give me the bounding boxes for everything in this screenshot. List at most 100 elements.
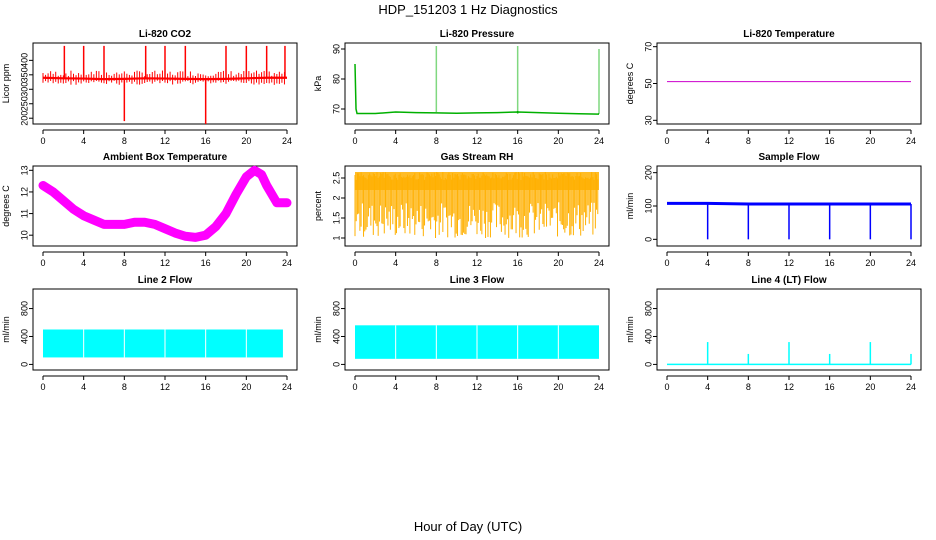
line-4-lt-flow-title: Line 4 (LT) Flow [751,275,827,286]
li-820-co2-ytick-label: 300 [19,82,29,97]
panel-sample-flow: Sample Flow ml/min 0 4 8 12 16 20 24 0 100 200 [625,152,922,268]
li-820-temperature-ytick-label: 30 [643,115,653,125]
li-820-temperature-frame [656,42,922,125]
line-4-lt-flow-ylabel: ml/min [625,316,635,343]
li-820-temperature-xtick-label: 24 [906,136,916,146]
line-4-lt-flow-xtick-label: 20 [865,382,875,392]
line-2-flow-ytick-label: 0 [19,362,29,367]
gas-stream-rh-ytick-label: 2.5 [331,172,341,185]
gas-stream-rh-xtick-label: 12 [472,258,482,268]
line-3-flow-frame [344,288,610,371]
panel-li-820-temperature: Li-820 Temperature degrees C 0 4 8 12 16 20 24 30… [625,29,922,146]
line-2-flow-title: Line 2 Flow [138,275,193,286]
sample-flow-title: Sample Flow [758,152,819,163]
li-820-co2-ytick-label: 200 [19,111,29,126]
line-3-flow-ytick-label: 400 [331,329,341,344]
line-2-flow-xtick-label: 16 [201,382,211,392]
ambient-box-temperature-xtick-label: 12 [160,258,170,268]
sample-flow-xtick-label: 12 [784,258,794,268]
sample-flow-ytick-label: 200 [643,165,653,180]
panel-line-4-lt-flow: Line 4 (LT) Flow ml/min 0 4 8 12 16 20 24 0 400 800 [625,275,922,392]
li-820-co2-ylabel: Licor ppm [1,64,11,104]
li-820-temperature-xtick-label: 20 [865,136,875,146]
line-3-flow-xtick-label: 16 [513,382,523,392]
ambient-box-temperature-xtick-label: 24 [282,258,292,268]
sample-flow-xtick-label: 0 [664,258,669,268]
line-4-lt-flow-ytick-label: 800 [643,301,653,316]
ambient-box-temperature-xtick-label: 20 [241,258,251,268]
li-820-temperature-title: Li-820 Temperature [743,29,835,40]
ambient-box-temperature-title: Ambient Box Temperature [103,152,228,163]
line-2-flow-xtick-label: 24 [282,382,292,392]
li-820-pressure-xtick-label: 8 [434,136,439,146]
li-820-pressure-frame [344,42,610,125]
line-3-flow-xtick-label: 24 [594,382,604,392]
ambient-box-temperature-xtick-label: 8 [122,258,127,268]
line-4-lt-flow-xtick-label: 16 [825,382,835,392]
ambient-box-temperature-ytick-label: 12 [19,187,29,197]
gas-stream-rh-ytick-label: 2 [331,195,341,200]
li-820-temperature-ytick-label: 70 [643,42,653,52]
line-2-flow-frame [32,288,298,371]
li-820-pressure-xtick-label: 0 [352,136,357,146]
ambient-box-temperature-ylabel: degrees C [1,185,11,227]
figure-xlabel: Hour of Day (UTC) [413,519,523,534]
li-820-co2-ytick-label: 400 [19,53,29,68]
ambient-box-temperature-ytick-label: 13 [19,165,29,175]
line-3-flow-ylabel: ml/min [313,316,323,343]
gas-stream-rh-xtick-label: 4 [393,258,398,268]
sample-flow-xtick-label: 8 [746,258,751,268]
line-3-flow-xtick-label: 0 [352,382,357,392]
ambient-box-temperature-xtick-label: 16 [201,258,211,268]
sample-flow-xtick-label: 24 [906,258,916,268]
panel-line-2-flow: Line 2 Flow ml/min 0 4 8 12 16 20 24 0 400 800 [1,275,298,392]
line-2-flow-xtick-label: 20 [241,382,251,392]
panel-gas-stream-rh: Gas Stream RH percent 0 4 8 12 16 20 24 1 1.5 2 2.5 [313,152,610,268]
li-820-pressure-xtick-label: 4 [393,136,398,146]
line-3-flow-xtick-label: 20 [553,382,563,392]
gas-stream-rh-ytick-label: 1 [331,235,341,240]
li-820-pressure-xtick-label: 12 [472,136,482,146]
gas-stream-rh-xtick-label: 20 [553,258,563,268]
line-4-lt-flow-ytick-label: 0 [643,362,653,367]
li-820-co2-title: Li-820 CO2 [139,29,192,40]
ambient-box-temperature-frame [32,165,298,247]
line-2-flow-ytick-label: 400 [19,329,29,344]
line-4-lt-flow-xtick-label: 8 [746,382,751,392]
line-3-flow-xtick-label: 4 [393,382,398,392]
line-4-lt-flow-ytick-label: 400 [643,329,653,344]
line-3-flow-ytick-label: 800 [331,301,341,316]
li-820-co2-ytick-label: 350 [19,67,29,82]
panel-line-3-flow: Line 3 Flow ml/min 0 4 8 12 16 20 24 0 400 800 [313,275,610,392]
line-2-flow-xtick-label: 4 [81,382,86,392]
li-820-temperature-ylabel: degrees C [625,62,635,104]
li-820-pressure-xtick-label: 24 [594,136,604,146]
li-820-co2-xtick-label: 8 [122,136,127,146]
ambient-box-temperature-ytick-label: 11 [19,209,29,218]
panel-li-820-pressure: Li-820 Pressure kPa 0 4 8 12 16 20 24 70 80 90 [313,29,610,146]
sample-flow-xtick-label: 4 [705,258,710,268]
line-2-flow-xtick-label: 12 [160,382,170,392]
ambient-box-temperature-xtick-label: 0 [40,258,45,268]
gas-stream-rh-ylabel: percent [313,190,323,221]
line-4-lt-flow-xtick-label: 12 [784,382,794,392]
li-820-pressure-title: Li-820 Pressure [440,29,515,40]
li-820-pressure-series-line [354,63,600,115]
line-3-flow-xtick-label: 12 [472,382,482,392]
gas-stream-rh-xtick-label: 0 [352,258,357,268]
li-820-co2-xtick-label: 24 [282,136,292,146]
li-820-co2-xtick-label: 0 [40,136,45,146]
sample-flow-series-line [667,201,911,206]
ambient-box-temperature-xtick-label: 4 [81,258,86,268]
li-820-co2-xtick-label: 16 [201,136,211,146]
li-820-temperature-xtick-label: 4 [705,136,710,146]
line-2-flow-band [43,329,283,358]
li-820-temperature-xtick-label: 12 [784,136,794,146]
line-2-flow-ytick-label: 800 [19,301,29,316]
sample-flow-xtick-label: 16 [825,258,835,268]
panel-li-820-co2: Li-820 CO2 Licor ppm 0 4 8 12 16 20 24 2002503003… [1,29,298,146]
li-820-pressure-xtick-label: 20 [553,136,563,146]
line-4-lt-flow-xtick-label: 0 [664,382,669,392]
gas-stream-rh-xtick-label: 24 [594,258,604,268]
